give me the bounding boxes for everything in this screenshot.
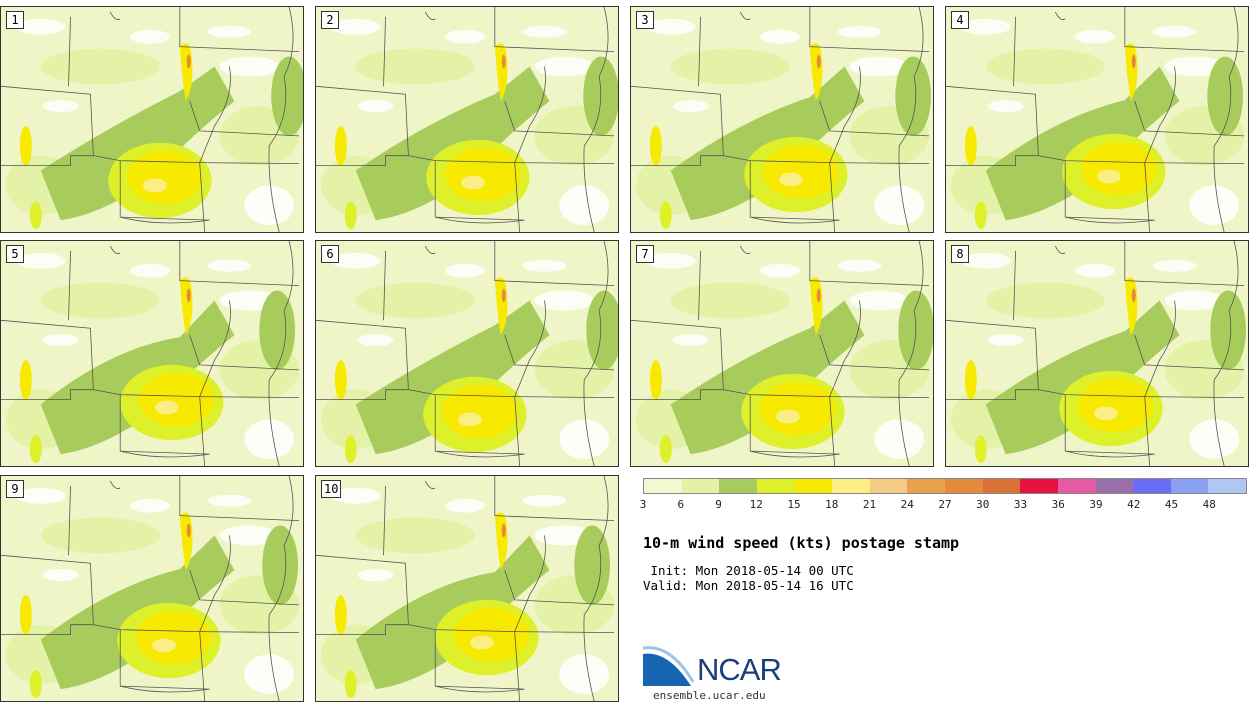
color-scale-tick-label: 18 [825,498,839,511]
color-scale-tick-label: 15 [787,498,801,511]
wind-speed-map [631,7,933,232]
init-time: Init: Mon 2018-05-14 00 UTC [643,563,854,578]
ncar-logo-icon [643,646,695,686]
ensemble-member-panel: 8 [945,240,1249,467]
ensemble-member-panel: 5 [0,240,304,467]
color-scale-ticks: 3 6 9 12 15 18 21 24 27 30 33 36 39 42 45 48 [639,498,1247,512]
wind-speed-map [631,241,933,466]
color-swatch [1133,479,1171,493]
ensemble-member-panel: 4 [945,6,1249,233]
wind-speed-map [1,476,303,701]
color-scale-tick-label: 33 [1013,498,1028,511]
ensemble-member-panel: 6 [315,240,619,467]
panel-number: 6 [321,245,339,263]
panel-number: 8 [951,245,969,263]
color-swatch [907,479,945,493]
wind-speed-map [1,241,303,466]
ensemble-member-panel: 2 [315,6,619,233]
color-swatch [644,479,682,493]
panel-number: 10 [321,480,342,498]
panel-number: 4 [951,11,969,29]
wind-speed-map [946,241,1248,466]
color-swatch [982,479,1021,493]
wind-speed-map [316,476,618,701]
logo-name: NCAR [697,652,782,687]
logo-url: ensemble.ucar.edu [653,689,766,702]
color-swatch [1095,479,1134,493]
wind-speed-map [316,7,618,232]
color-scale-tick-label: 12 [749,498,763,511]
color-swatch [945,479,983,493]
color-scale-tick-label: 24 [900,498,914,511]
color-scale-tick-label: 9 [715,498,722,511]
panel-number: 3 [636,11,654,29]
color-swatch [756,479,795,493]
color-swatch [1020,479,1058,493]
color-swatch [794,479,833,493]
color-swatch [1170,479,1209,493]
color-scale-tick-label: 21 [862,498,877,511]
panel-number: 7 [636,245,654,263]
panel-number: 1 [6,11,24,29]
color-scale-bar [643,478,1247,494]
color-scale-tick-label: 39 [1089,498,1103,511]
color-scale-tick-label: 45 [1164,498,1179,511]
color-swatch [681,479,720,493]
color-scale-tick-label: 6 [677,498,685,511]
color-swatch [869,479,908,493]
ensemble-member-panel: 3 [630,6,934,233]
ensemble-member-panel: 10 [315,475,619,702]
wind-speed-map [1,7,303,232]
color-scale-tick-label: 30 [976,498,990,511]
color-swatch [719,479,757,493]
color-scale-tick-label: 3 [639,498,647,511]
ensemble-member-panel: 9 [0,475,304,702]
valid-time: Valid: Mon 2018-05-14 16 UTC [643,578,854,593]
color-swatch [1057,479,1096,493]
wind-speed-map [946,7,1248,232]
color-scale-tick-label: 27 [938,498,952,511]
color-swatch [1208,479,1246,493]
wind-speed-map [316,241,618,466]
panel-number: 5 [6,245,24,263]
color-swatch [832,479,870,493]
panel-number: 2 [321,11,339,29]
plot-title: 10-m wind speed (kts) postage stamp [643,534,960,552]
color-scale-tick-label: 48 [1202,498,1216,511]
ensemble-member-panel: 1 [0,6,304,233]
color-scale-tick-label: 36 [1051,498,1065,511]
ensemble-member-panel: 7 [630,240,934,467]
panel-number: 9 [6,480,24,498]
color-scale-tick-label: 42 [1127,498,1141,511]
